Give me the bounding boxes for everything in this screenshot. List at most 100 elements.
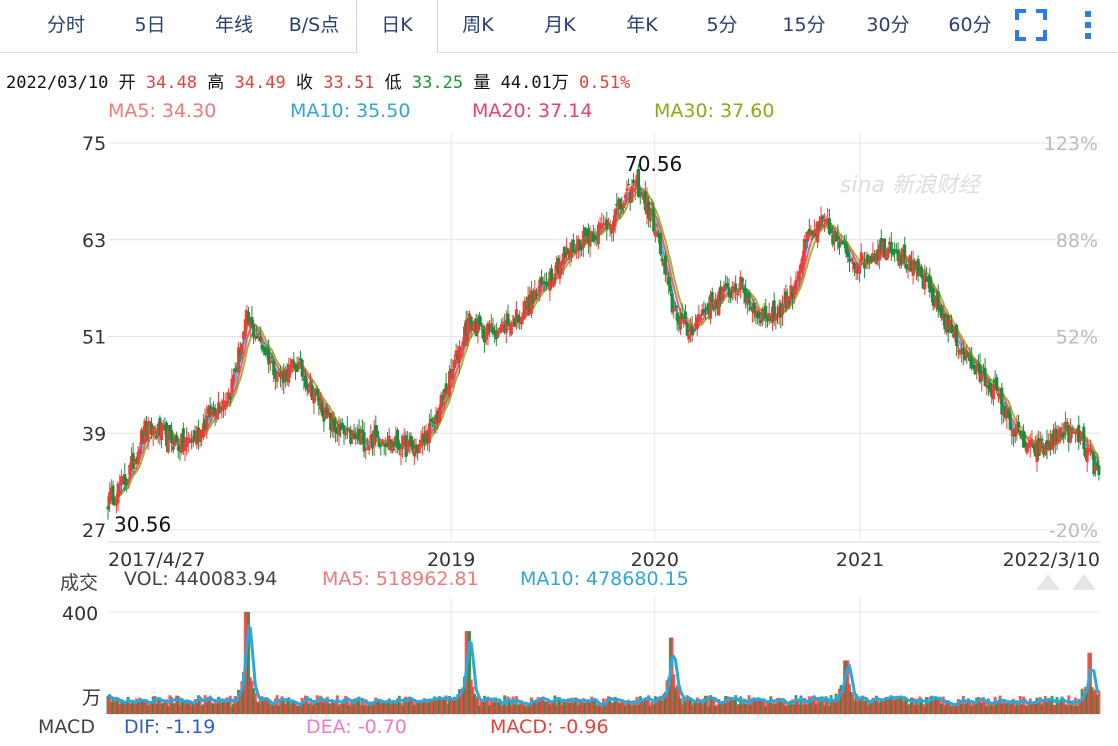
candle-body [136, 451, 140, 465]
candle-body [560, 261, 564, 265]
candle-body [909, 260, 913, 272]
volume-bar [131, 701, 135, 714]
candle-body [655, 231, 659, 234]
volume-bar [402, 698, 406, 714]
volume-bar [906, 705, 910, 714]
volume-bar [680, 704, 684, 714]
tab-yearline[interactable]: 年线 [214, 14, 253, 36]
volume-bar [293, 702, 297, 714]
candle-body [841, 242, 845, 245]
volume-bar [457, 689, 461, 714]
candle-body [273, 370, 277, 379]
volume-bar [518, 704, 522, 714]
volume-bar [586, 700, 590, 714]
candle-body [821, 215, 825, 219]
volume-bar [770, 703, 774, 714]
tab-30min[interactable]: 30分 [866, 14, 910, 36]
volume-bar [566, 699, 570, 714]
candle-body [160, 423, 164, 441]
volume-bar [524, 705, 528, 714]
volume-bar [834, 693, 838, 714]
y-right-tick-label: -20% [1049, 520, 1098, 542]
ma30-label: MA30: 37.60 [654, 100, 775, 122]
candle-body [402, 437, 406, 442]
candle-body [714, 299, 718, 309]
candle-body [176, 446, 180, 451]
volume-bar [109, 701, 113, 714]
volume-bar [534, 701, 538, 714]
candle-body [776, 313, 780, 315]
candle-body [940, 306, 944, 318]
candle-body [960, 349, 964, 352]
candle-body [710, 292, 714, 302]
candle-body [568, 252, 572, 258]
candle-body [926, 276, 930, 280]
candle-body [809, 232, 813, 236]
volume-title: 成交 [60, 572, 99, 594]
candle-body [489, 323, 493, 332]
candle-body [965, 349, 969, 358]
volume-bar [618, 703, 622, 714]
tab-15min[interactable]: 15分 [782, 14, 826, 36]
high-value: 34.49 [234, 73, 286, 93]
candle-body [811, 230, 815, 235]
volume-bar [935, 697, 939, 714]
volume-bar [227, 700, 231, 714]
tab-intraday[interactable]: 分时 [46, 14, 85, 36]
volume-bar [392, 700, 396, 714]
candle-body [603, 223, 607, 226]
volume-bar [228, 695, 232, 714]
candle-body [374, 425, 378, 437]
volume-bar [233, 696, 237, 714]
volume-bar [824, 696, 828, 714]
tab-5min[interactable]: 5分 [706, 14, 738, 36]
candle-body [1010, 434, 1014, 436]
tab-bs-points[interactable]: B/S点 [288, 14, 340, 36]
candle-body [391, 441, 395, 452]
volume-bar [831, 701, 835, 714]
candle-body [832, 230, 836, 243]
candle-body [794, 279, 798, 291]
candle-body [156, 423, 160, 434]
candle-body [687, 334, 691, 340]
tab-60min[interactable]: 60分 [948, 14, 992, 36]
volume-bar [240, 681, 244, 714]
volume-bar [548, 704, 552, 714]
candle-body [1043, 444, 1047, 456]
candle-body [126, 480, 130, 484]
candle-body [802, 238, 806, 262]
volume-bar [593, 698, 597, 714]
volume-bar [555, 705, 559, 714]
volume-bar [896, 695, 900, 714]
candle-body [729, 292, 733, 298]
volume-bar [769, 696, 773, 714]
volume-bar [332, 700, 336, 714]
candle-body [509, 322, 513, 335]
tab-daily-k[interactable]: 日K [356, 0, 438, 53]
volume-bar [340, 702, 344, 714]
fullscreen-icon[interactable] [1014, 8, 1048, 42]
volume-bar [213, 698, 217, 714]
tab-yearly-k[interactable]: 年K [626, 14, 658, 36]
volume-bar [601, 698, 605, 714]
volume-bar [153, 695, 157, 714]
candle-body [826, 218, 830, 225]
candle-body [523, 300, 527, 319]
volume-bar [210, 702, 214, 714]
volume-bar [257, 702, 261, 714]
candle-body [575, 243, 579, 252]
candle-body [1077, 424, 1081, 443]
volume-bar [682, 697, 686, 714]
volume-bar [1068, 705, 1072, 714]
candle-body [171, 447, 175, 450]
more-vertical-icon[interactable] [1078, 8, 1098, 42]
tab-weekly-k[interactable]: 周K [462, 14, 494, 36]
macd-value-label: MACD: -0.96 [490, 716, 609, 738]
candle-body [781, 304, 785, 315]
volume-bar [536, 697, 540, 714]
volume-bar [416, 700, 420, 714]
tab-monthly-k[interactable]: 月K [544, 14, 576, 36]
volume-bar [786, 705, 790, 714]
volume-bar [198, 698, 202, 714]
tab-5day[interactable]: 5日 [134, 14, 166, 36]
